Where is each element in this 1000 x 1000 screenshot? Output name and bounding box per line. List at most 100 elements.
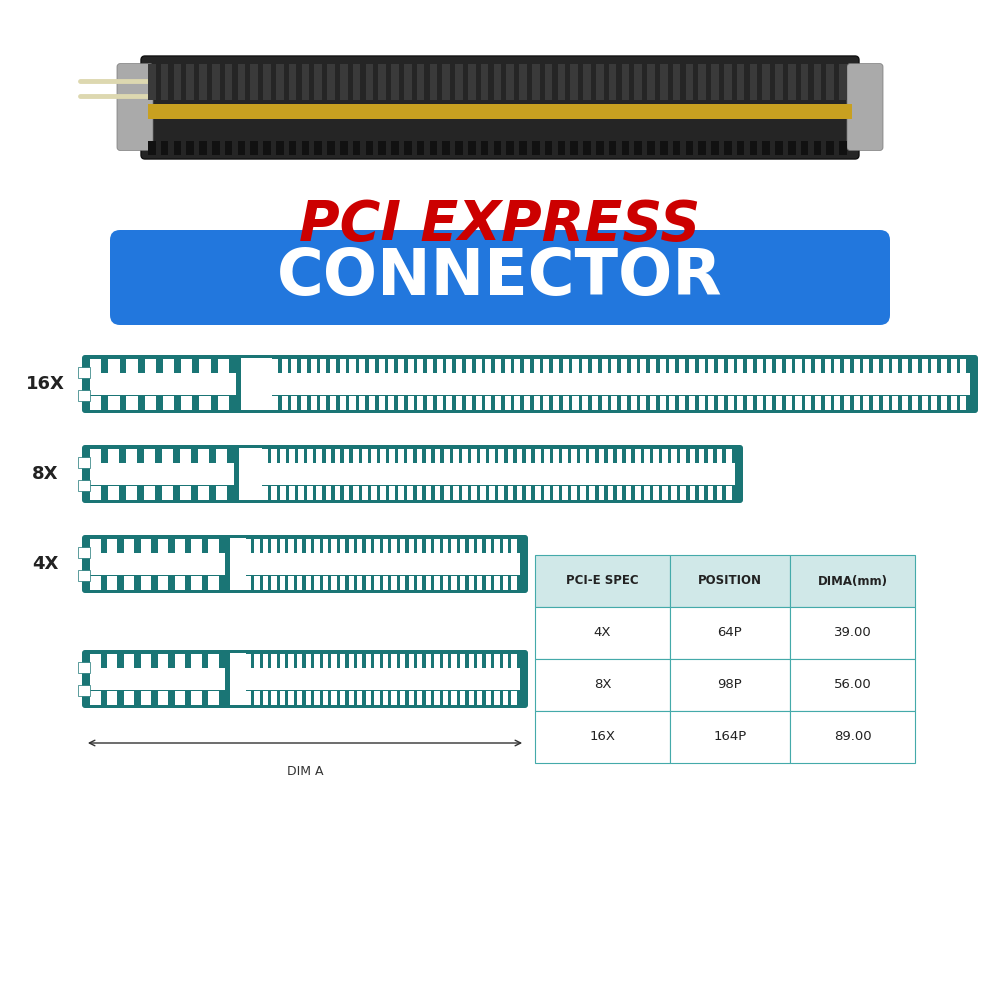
Bar <box>126 396 138 410</box>
Bar <box>519 64 527 100</box>
Bar <box>526 486 531 500</box>
Bar <box>535 607 670 659</box>
Bar <box>297 539 302 553</box>
Bar <box>371 486 377 500</box>
Bar <box>161 64 168 100</box>
Bar <box>301 396 307 410</box>
Bar <box>543 359 549 373</box>
Bar <box>141 654 151 668</box>
Bar <box>344 486 349 500</box>
Bar <box>380 486 386 500</box>
Bar <box>460 691 465 705</box>
Bar <box>801 141 808 155</box>
Bar <box>78 480 90 491</box>
Bar <box>357 539 362 553</box>
Bar <box>498 449 504 463</box>
Bar <box>544 486 550 500</box>
Bar <box>391 141 399 155</box>
Bar <box>873 359 879 373</box>
Bar <box>443 539 448 553</box>
Bar <box>611 396 617 410</box>
Bar <box>314 64 322 100</box>
Bar <box>570 64 578 100</box>
Bar <box>589 449 595 463</box>
Bar <box>611 359 617 373</box>
Bar <box>790 659 915 711</box>
Bar <box>254 539 260 553</box>
Bar <box>708 359 714 373</box>
Bar <box>892 359 898 373</box>
Bar <box>788 141 796 155</box>
Bar <box>107 576 117 590</box>
Text: 89.00: 89.00 <box>834 730 871 744</box>
Bar <box>558 141 565 155</box>
Bar <box>495 396 501 410</box>
Bar <box>291 359 297 373</box>
Bar <box>388 396 394 410</box>
Bar <box>708 396 714 410</box>
Bar <box>314 141 322 155</box>
Bar <box>78 662 90 673</box>
Bar <box>912 359 918 373</box>
Bar <box>162 449 173 463</box>
Bar <box>486 576 491 590</box>
Bar <box>737 141 744 155</box>
Bar <box>108 359 120 373</box>
Bar <box>634 141 642 155</box>
Bar <box>239 448 262 500</box>
Bar <box>728 359 734 373</box>
Bar <box>462 449 468 463</box>
Bar <box>826 141 834 155</box>
Bar <box>191 654 202 668</box>
Bar <box>814 141 821 155</box>
Bar <box>298 449 304 463</box>
Bar <box>757 396 763 410</box>
Bar <box>186 141 194 155</box>
Bar <box>699 486 704 500</box>
Bar <box>863 396 869 410</box>
Bar <box>660 396 666 410</box>
Bar <box>398 449 404 463</box>
Bar <box>660 141 668 155</box>
Bar <box>271 486 277 500</box>
Bar <box>289 449 295 463</box>
Bar <box>90 539 101 553</box>
Bar <box>570 141 578 155</box>
Bar <box>323 654 328 668</box>
Bar <box>126 449 137 463</box>
Bar <box>78 547 90 558</box>
Bar <box>163 396 174 410</box>
Bar <box>90 449 101 463</box>
Bar <box>380 449 386 463</box>
Bar <box>486 654 491 668</box>
Bar <box>180 486 191 500</box>
Bar <box>466 396 472 410</box>
Bar <box>175 654 185 668</box>
Text: 16X: 16X <box>590 730 616 744</box>
Bar <box>805 396 811 410</box>
Bar <box>718 359 724 373</box>
Bar <box>216 486 227 500</box>
Bar <box>186 64 194 100</box>
Bar <box>408 359 414 373</box>
Bar <box>481 64 488 100</box>
Bar <box>366 539 371 553</box>
Bar <box>717 449 722 463</box>
Bar <box>426 449 431 463</box>
Bar <box>622 141 629 155</box>
Bar <box>494 539 500 553</box>
Bar <box>572 359 579 373</box>
Bar <box>572 396 579 410</box>
Bar <box>708 486 713 500</box>
Bar <box>468 64 476 100</box>
Bar <box>931 359 937 373</box>
Bar <box>699 396 705 410</box>
Bar <box>359 396 365 410</box>
Bar <box>271 691 277 705</box>
Text: 4X: 4X <box>594 626 611 640</box>
Bar <box>545 64 552 100</box>
Bar <box>747 396 753 410</box>
Bar <box>199 141 207 155</box>
Bar <box>469 539 474 553</box>
Bar <box>409 654 414 668</box>
